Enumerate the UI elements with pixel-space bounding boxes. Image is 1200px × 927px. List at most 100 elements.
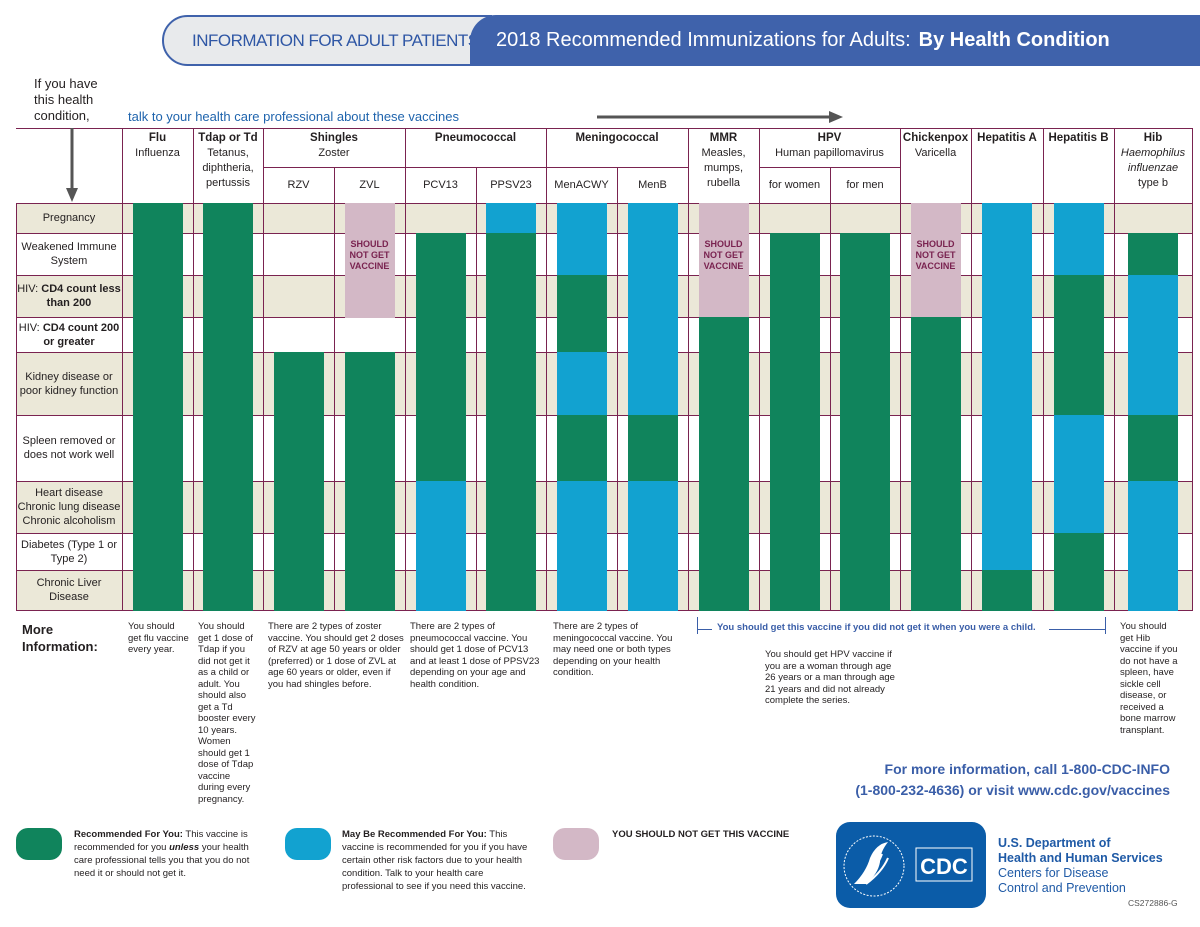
cell-recommended [203,415,253,482]
cell-may-be-recommended [982,533,1032,571]
document-code: CS272886-G [1128,898,1178,908]
cell-recommended [769,570,820,611]
column-subheader: MenB [638,179,667,191]
column-header: Hepatitis B [1048,132,1109,144]
should-not-get-label: SHOULD NOT GET VACCINE [349,239,390,271]
childhood-bracket: You should get this vaccine if you did n… [697,617,1106,634]
cell-should-not-get: SHOULD NOT GET VACCINE [910,233,961,276]
cell-recommended [769,352,820,416]
cell-may-be-recommended [556,533,607,571]
legend-may-be-recommended: May Be Recommended For You: This vaccine… [342,829,528,892]
more-info-hpv: You should get HPV vaccine if you are a … [765,649,895,706]
cell-recommended [273,481,324,534]
vaccine-prompt: talk to your health care professional ab… [128,109,459,124]
title-text: 2018 Recommended Immunizations for Adult… [496,29,911,51]
cell-recommended [203,533,253,571]
cell-should-not-get [910,275,961,318]
cell-recommended [203,275,253,318]
cell-may-be-recommended [1128,570,1178,611]
cell-may-be-recommended [982,203,1032,234]
cell-may-be-recommended [1128,275,1178,318]
should-not-get-label: SHOULD NOT GET VACCINE [915,239,956,271]
cell-recommended [344,481,395,534]
cell-recommended [486,533,536,571]
cell-recommended [698,317,749,353]
column-divider [830,167,831,610]
cell-may-be-recommended [556,570,607,611]
cell-recommended [273,415,324,482]
cell-recommended [910,570,961,611]
cell-recommended [203,481,253,534]
cell-recommended [840,570,890,611]
cell-recommended [132,481,183,534]
more-info-heading: More Information: [22,622,98,654]
down-arrow-icon [66,128,78,202]
cell-recommended [1053,352,1104,416]
column-header: Pneumococcal [434,132,517,144]
cell-recommended [769,415,820,482]
legend-recommended: Recommended For You: This vaccine is rec… [74,829,250,879]
cell-should-not-get [910,203,961,234]
cell-recommended [910,481,961,534]
cell-recommended [769,481,820,534]
cell-recommended [203,570,253,611]
cell-may-be-recommended [556,203,607,234]
cell-recommended [486,233,536,276]
cell-recommended [910,352,961,416]
cell-recommended [698,352,749,416]
cell-may-be-recommended [627,533,678,571]
cell-may-be-recommended [1053,203,1104,234]
should-not-get-label: SHOULD NOT GET VACCINE [703,239,744,271]
row-label: Kidney disease or poor kidney function [19,370,119,397]
legend-swatch-may-be-recommended [285,828,331,860]
contact-line-1: For more information, call 1-800-CDC-INF… [884,761,1170,777]
column-subheader: ZVL [359,179,380,191]
cell-recommended [1053,533,1104,571]
audience-label: INFORMATION FOR ADULT PATIENTS [192,30,479,50]
column-header: Hepatitis A [977,132,1037,144]
legend-should-not-get: YOU SHOULD NOT GET THIS VACCINE [612,829,790,840]
cell-recommended [415,352,466,416]
cell-recommended [203,233,253,276]
column-divider [759,128,760,610]
cell-recommended [486,352,536,416]
column-header: MMR Measles, mumps, rubella [701,132,746,189]
cell-recommended [132,317,183,353]
cell-may-be-recommended [415,533,466,571]
cell-recommended [1128,233,1178,276]
cell-may-be-recommended [1128,533,1178,571]
cell-recommended [415,317,466,353]
cell-recommended [273,570,324,611]
cell-recommended [203,203,253,234]
agency-name: U.S. Department of Health and Human Servi… [998,836,1163,895]
row-label: Chronic Liver Disease [36,577,102,603]
cell-should-not-get [344,203,395,234]
cell-should-not-get [698,203,749,234]
cell-recommended [132,233,183,276]
row-label: Spleen removed or does not work well [22,435,116,461]
row-label: HIV: CD4 count less than 200 [17,283,121,309]
cell-recommended [769,275,820,318]
cell-recommended [910,317,961,353]
column-divider [193,128,194,610]
cell-recommended [132,533,183,571]
cell-may-be-recommended [627,352,678,416]
cell-recommended [698,415,749,482]
cell-recommended [132,415,183,482]
hhs-eagle-seal-icon: CDC [843,835,973,897]
cell-recommended [344,415,395,482]
cell-may-be-recommended [627,203,678,234]
cell-recommended [982,570,1032,611]
page-title: 2018 Recommended Immunizations for Adult… [470,15,1200,66]
column-header: Hib Haemophilus influenzae type b [1120,132,1186,189]
column-subheader: for men [846,179,884,191]
more-info-flu: You should get flu vaccine every year. [128,621,189,655]
cell-recommended [840,481,890,534]
cell-recommended [415,275,466,318]
row-label: HIV: CD4 count 200 or greater [18,321,120,348]
cell-should-not-get: SHOULD NOT GET VACCINE [698,233,749,276]
column-subheader: PPSV23 [490,179,532,191]
column-divider [122,128,123,610]
more-info-hib: You should get Hib vaccine if you do not… [1120,621,1178,736]
cell-recommended [415,233,466,276]
